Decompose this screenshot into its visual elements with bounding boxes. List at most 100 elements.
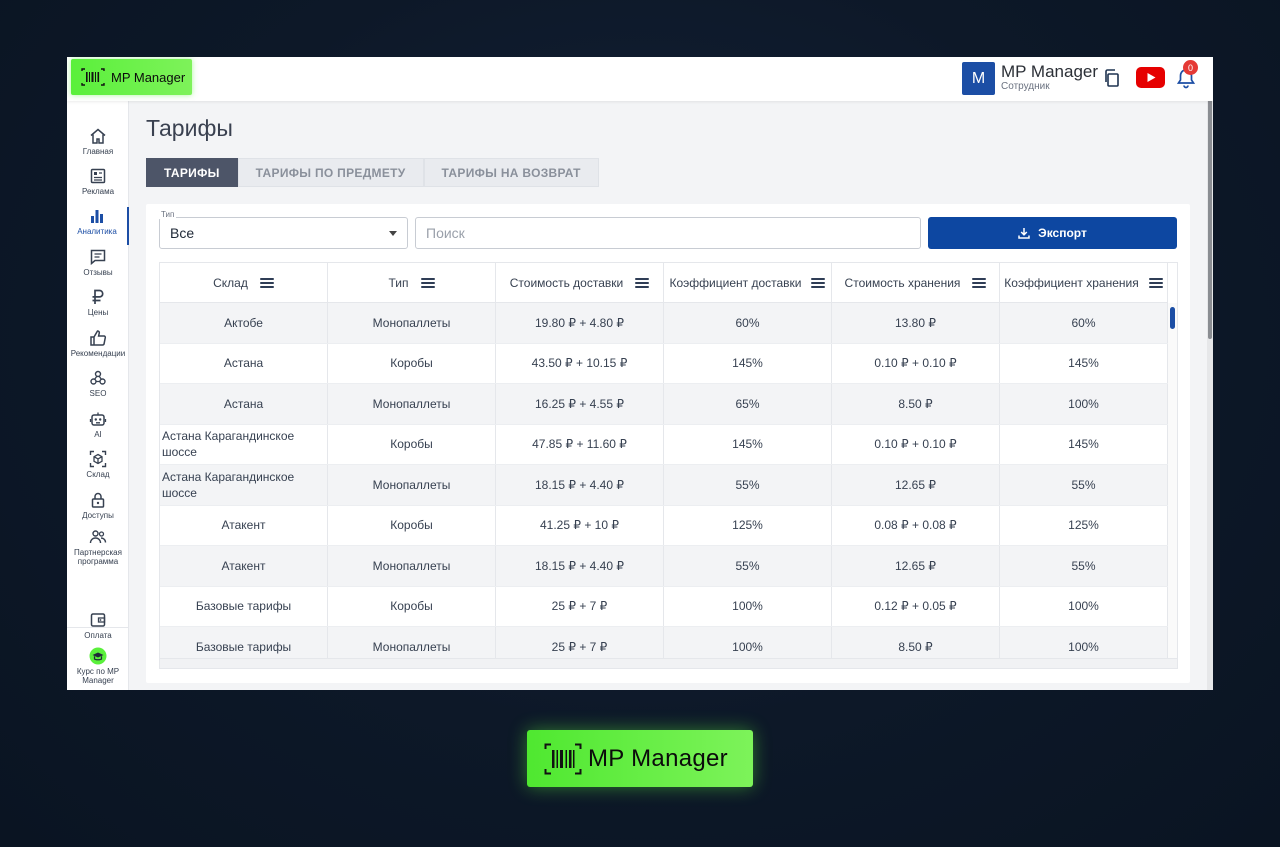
download-icon xyxy=(1018,228,1030,239)
barcode-icon xyxy=(81,68,105,86)
sidebar-item-ai[interactable]: AI xyxy=(67,410,129,448)
table-cell: 12.65 ₽ xyxy=(832,546,1000,586)
table-cell: 18.15 ₽ + 4.40 ₽ xyxy=(496,546,664,586)
copy-icon[interactable] xyxy=(1103,69,1121,87)
table-row[interactable]: Атакент Монопаллеты 18.15 ₽ + 4.40 ₽55% 12.… xyxy=(160,546,1168,587)
column-header-delivery-cost[interactable]: Стоимость доставки xyxy=(496,263,664,303)
table-header: Склад Тип Стоимость доставки Коэффициент… xyxy=(160,263,1168,303)
brand-name-large: MP Manager xyxy=(588,744,728,772)
sidebar-item-access[interactable]: Доступы xyxy=(67,491,129,529)
table-cell: Коробы xyxy=(328,343,496,383)
table-cell: 8.50 ₽ xyxy=(832,384,1000,424)
column-header-type[interactable]: Тип xyxy=(328,263,496,303)
sidebar-item-recommendations[interactable]: Рекомендации xyxy=(67,329,129,367)
sidebar-item-label: AI xyxy=(94,430,102,439)
sidebar-item-label: Оплата xyxy=(84,631,112,640)
reviews-icon xyxy=(90,249,106,266)
sidebar-item-ads[interactable]: Реклама xyxy=(67,167,129,205)
sidebar-item-reviews[interactable]: Отзывы xyxy=(67,248,129,286)
table-cell: 145% xyxy=(1000,343,1168,383)
table-row[interactable]: Астана Карагандинское шоссе Коробы 47.85 ₽… xyxy=(160,424,1168,465)
table-cell: 60% xyxy=(1000,303,1168,343)
table-cell: 145% xyxy=(664,343,832,383)
table-cell: 145% xyxy=(1000,424,1168,464)
type-select-label: Тип xyxy=(159,210,177,219)
table-cell: 145% xyxy=(664,424,832,464)
warehouse-icon xyxy=(89,450,107,468)
user-name: MP Manager xyxy=(1001,62,1099,81)
table-cell: 25 ₽ + 7 ₽ xyxy=(496,586,664,626)
sidebar-item-seo[interactable]: SEO xyxy=(67,369,129,407)
sidebar-item-label: Отзывы xyxy=(83,268,113,277)
column-menu-icon[interactable] xyxy=(635,278,650,288)
sidebar-item-label: Склад xyxy=(86,470,110,479)
tab-tariffs-by-subject[interactable]: ТАРИФЫ ПО ПРЕДМЕТУ xyxy=(237,158,424,187)
home-icon xyxy=(90,128,106,144)
export-button[interactable]: Экспорт xyxy=(928,217,1177,249)
lock-icon xyxy=(91,492,105,508)
sidebar-item-label: SEO xyxy=(89,389,107,398)
table-cell: 0.08 ₽ + 0.08 ₽ xyxy=(832,505,1000,545)
table-cell: 55% xyxy=(664,546,832,586)
search-input[interactable] xyxy=(415,217,921,249)
sidebar-item-payment[interactable]: Оплата xyxy=(67,611,129,649)
youtube-icon[interactable] xyxy=(1136,67,1165,88)
column-label: Тип xyxy=(388,276,409,290)
notification-badge: 0 xyxy=(1183,60,1198,75)
column-menu-icon[interactable] xyxy=(420,278,435,288)
table-cell: 0.10 ₽ + 0.10 ₽ xyxy=(832,424,1000,464)
table-cell: 18.15 ₽ + 4.40 ₽ xyxy=(496,465,664,505)
window-scrollbar[interactable] xyxy=(1207,57,1213,690)
sidebar-item-partners[interactable]: Партнерская программа xyxy=(67,528,129,570)
table-scrollbar[interactable] xyxy=(1168,303,1177,658)
brand-logo[interactable]: MP Manager xyxy=(71,59,192,95)
table-row[interactable]: Астана Коробы 43.50 ₽ + 10.15 ₽145% 0.10 ₽ … xyxy=(160,343,1168,384)
window-scrollbar-thumb[interactable] xyxy=(1208,59,1212,339)
table-row[interactable]: Базовые тарифы Коробы 25 ₽ + 7 ₽100% 0.12 ₽… xyxy=(160,586,1168,627)
table-cell: Астана Карагандинское шоссе xyxy=(160,465,328,505)
table-cell: 43.50 ₽ + 10.15 ₽ xyxy=(496,343,664,383)
column-menu-icon[interactable] xyxy=(1148,278,1163,288)
table-body: Актобе Монопаллеты 19.80 ₽ + 4.80 ₽60% 13.8… xyxy=(160,303,1168,668)
table-row[interactable]: Атакент Коробы 41.25 ₽ + 10 ₽125% 0.08 ₽ + … xyxy=(160,505,1168,546)
scrollbar-thumb[interactable] xyxy=(1170,307,1175,329)
table-row[interactable]: Астана Карагандинское шоссе Монопаллеты 18… xyxy=(160,465,1168,506)
table-row[interactable]: Астана Монопаллеты 16.25 ₽ + 4.55 ₽65% 8.50… xyxy=(160,384,1168,425)
table-cell: 41.25 ₽ + 10 ₽ xyxy=(496,505,664,545)
column-header-storage-coef[interactable]: Коэффициент хранения xyxy=(1000,263,1168,303)
robot-icon xyxy=(89,412,107,426)
avatar[interactable]: M xyxy=(962,62,995,95)
sidebar-item-home[interactable]: Главная xyxy=(67,127,129,165)
sidebar-item-course[interactable]: Курс по MP Manager xyxy=(67,647,129,689)
sidebar-item-warehouse[interactable]: Склад xyxy=(67,450,129,488)
table-cell: 47.85 ₽ + 11.60 ₽ xyxy=(496,424,664,464)
sidebar-item-prices[interactable]: Цены xyxy=(67,288,129,326)
table-cell: 65% xyxy=(664,384,832,424)
sidebar-item-label: Рекомендации xyxy=(70,349,126,358)
column-header-warehouse[interactable]: Склад xyxy=(160,263,328,303)
barcode-icon xyxy=(544,743,582,775)
table-cell: 8.50 ₽ xyxy=(832,627,1000,667)
sidebar-item-analytics[interactable]: Аналитика xyxy=(67,207,129,245)
export-button-label: Экспорт xyxy=(1038,226,1087,240)
column-menu-icon[interactable] xyxy=(811,278,826,288)
column-menu-icon[interactable] xyxy=(259,278,274,288)
table-horizontal-scrollbar[interactable] xyxy=(160,658,1177,668)
tab-tariffs-return[interactable]: ТАРИФЫ НА ВОЗВРАТ xyxy=(423,158,599,187)
ads-icon xyxy=(90,168,106,184)
table-cell: Монопаллеты xyxy=(328,627,496,667)
table-cell: 16.25 ₽ + 4.55 ₽ xyxy=(496,384,664,424)
tab-tariffs[interactable]: ТАРИФЫ xyxy=(146,158,238,187)
column-menu-icon[interactable] xyxy=(972,278,987,288)
table-cell: 100% xyxy=(664,627,832,667)
table-cell: Коробы xyxy=(328,505,496,545)
table-cell: 60% xyxy=(664,303,832,343)
type-select[interactable]: Все xyxy=(159,217,408,249)
user-role: Сотрудник xyxy=(1001,81,1050,92)
brand-logo-large: MP Manager xyxy=(527,730,753,787)
column-header-storage-cost[interactable]: Стоимость хранения xyxy=(832,263,1000,303)
column-header-delivery-coef[interactable]: Коэффициент доставки xyxy=(664,263,832,303)
table-row[interactable]: Актобе Монопаллеты 19.80 ₽ + 4.80 ₽60% 13.8… xyxy=(160,303,1168,344)
sidebar: Главная Реклама Аналитика Отзывы Цены Ре… xyxy=(67,101,129,690)
table-cell: Базовые тарифы xyxy=(160,586,328,626)
